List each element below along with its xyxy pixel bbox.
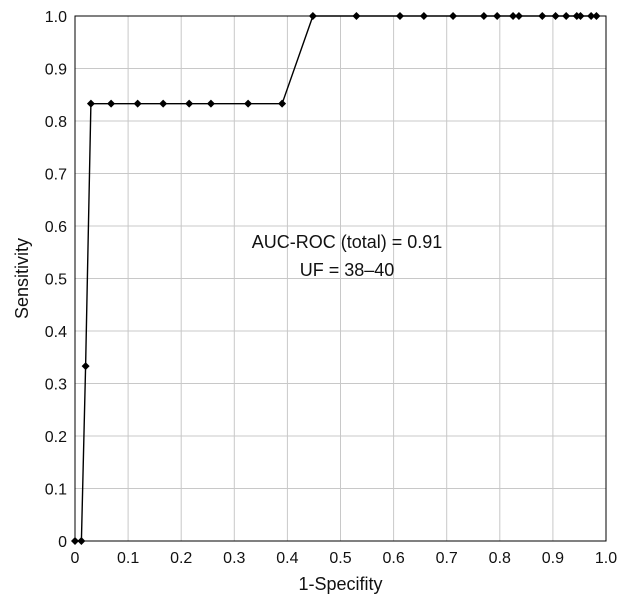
roc-point <box>562 12 570 20</box>
y-tick-label: 0.3 <box>45 377 67 394</box>
roc-point <box>107 100 115 108</box>
roc-point <box>278 100 286 108</box>
roc-point <box>515 12 523 20</box>
x-tick-label: 0.6 <box>382 550 404 567</box>
roc-point <box>185 100 193 108</box>
roc-point <box>134 100 142 108</box>
x-tick-labels: 0 0.1 0.2 0.3 0.4 0.5 0.6 0.7 0.8 0.9 1.0 <box>71 550 618 567</box>
roc-point <box>244 100 252 108</box>
roc-point <box>309 12 317 20</box>
y-tick-label: 0.1 <box>45 482 67 499</box>
roc-point <box>352 12 360 20</box>
roc-point <box>480 12 488 20</box>
y-tick-label: 0 <box>58 534 67 551</box>
y-tick-label: 0.7 <box>45 167 67 184</box>
y-tick-label: 0.8 <box>45 114 67 131</box>
annotation-uf: UF = 38–40 <box>300 260 395 280</box>
roc-point <box>449 12 457 20</box>
x-tick-label: 0.3 <box>223 550 245 567</box>
y-axis-title: Sensitivity <box>12 238 32 319</box>
annotation-auc: AUC-ROC (total) = 0.91 <box>252 232 443 252</box>
x-tick-label: 0.5 <box>329 550 351 567</box>
roc-point <box>538 12 546 20</box>
x-axis-title: 1-Specifity <box>298 574 382 594</box>
y-tick-labels: 0 0.1 0.2 0.3 0.4 0.5 0.6 0.7 0.8 0.9 1.0 <box>45 9 67 551</box>
x-tick-label: 0 <box>71 550 80 567</box>
x-tick-label: 0.9 <box>542 550 564 567</box>
y-tick-label: 0.9 <box>45 62 67 79</box>
y-tick-label: 0.6 <box>45 219 67 236</box>
x-tick-label: 0.8 <box>489 550 511 567</box>
x-tick-label: 1.0 <box>595 550 617 567</box>
y-tick-label: 0.2 <box>45 429 67 446</box>
x-tick-label: 0.1 <box>117 550 139 567</box>
x-tick-label: 0.7 <box>436 550 458 567</box>
roc-point <box>207 100 215 108</box>
y-tick-label: 0.4 <box>45 324 67 341</box>
roc-point <box>77 537 85 545</box>
roc-point <box>420 12 428 20</box>
roc-point <box>592 12 600 20</box>
roc-point <box>82 362 90 370</box>
roc-point <box>87 100 95 108</box>
roc-point <box>159 100 167 108</box>
roc-point <box>396 12 404 20</box>
y-tick-label: 1.0 <box>45 9 67 26</box>
x-tick-label: 0.2 <box>170 550 192 567</box>
x-tick-label: 0.4 <box>276 550 298 567</box>
y-tick-label: 0.5 <box>45 272 67 289</box>
